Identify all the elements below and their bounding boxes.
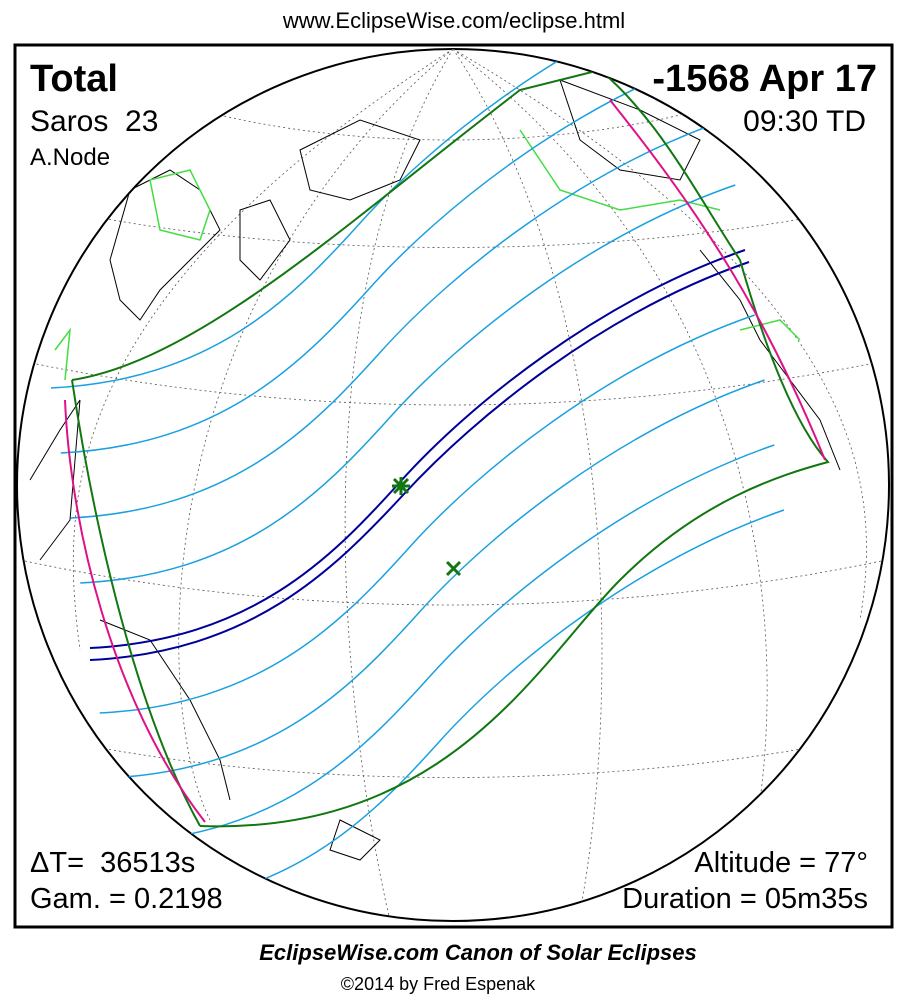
penumbra-north bbox=[71, 69, 601, 381]
coast bbox=[699, 249, 841, 471]
greatest-eclipse bbox=[392, 477, 410, 495]
time-line bbox=[60, 54, 716, 454]
coast bbox=[239, 199, 291, 281]
rise-limit bbox=[64, 399, 206, 823]
altitude: Altitude = 77° bbox=[694, 847, 868, 879]
meridian bbox=[452, 49, 867, 621]
saros: Saros 23 bbox=[30, 105, 158, 138]
cross-arm bbox=[445, 560, 462, 577]
footer-title: EclipseWise.com Canon of Solar Eclipses bbox=[259, 940, 697, 965]
borders bbox=[54, 129, 801, 381]
path-limit-south bbox=[89, 261, 750, 661]
time-line bbox=[70, 119, 726, 519]
coast bbox=[29, 399, 81, 561]
penumbra-south bbox=[199, 69, 830, 828]
meridian bbox=[452, 49, 603, 913]
border bbox=[54, 327, 72, 381]
node: A.Node bbox=[30, 144, 110, 171]
meridian bbox=[72, 49, 454, 651]
meridian bbox=[452, 49, 768, 801]
delta-t: ΔT= 36513s bbox=[30, 847, 195, 879]
border bbox=[149, 169, 211, 241]
footer-credit: ©2014 by Fred Espenak bbox=[341, 974, 536, 994]
coast bbox=[99, 619, 231, 801]
coast bbox=[109, 169, 221, 321]
time-line bbox=[99, 314, 755, 714]
time-line bbox=[109, 379, 765, 779]
subsolar-point bbox=[445, 560, 462, 577]
duration: Duration = 05m35s bbox=[622, 883, 868, 915]
time-line bbox=[80, 184, 736, 584]
set-limit bbox=[609, 99, 826, 461]
time: 09:30 TD bbox=[743, 105, 866, 138]
penumbra-west bbox=[71, 379, 201, 827]
star-arm bbox=[392, 477, 410, 495]
coast bbox=[299, 119, 421, 201]
border bbox=[519, 129, 721, 211]
parallel bbox=[19, 559, 887, 606]
meridian bbox=[344, 49, 454, 921]
time-line bbox=[119, 444, 775, 844]
coastlines bbox=[29, 79, 841, 861]
border bbox=[739, 319, 801, 341]
eclipse-type: Total bbox=[30, 58, 118, 100]
gamma: Gam. = 0.2198 bbox=[30, 883, 223, 915]
url: www.EclipseWise.com/eclipse.html bbox=[282, 8, 625, 33]
parallel bbox=[199, 109, 701, 141]
date: -1568 Apr 17 bbox=[652, 58, 877, 100]
parallel bbox=[17, 359, 889, 406]
graticule bbox=[17, 49, 889, 921]
